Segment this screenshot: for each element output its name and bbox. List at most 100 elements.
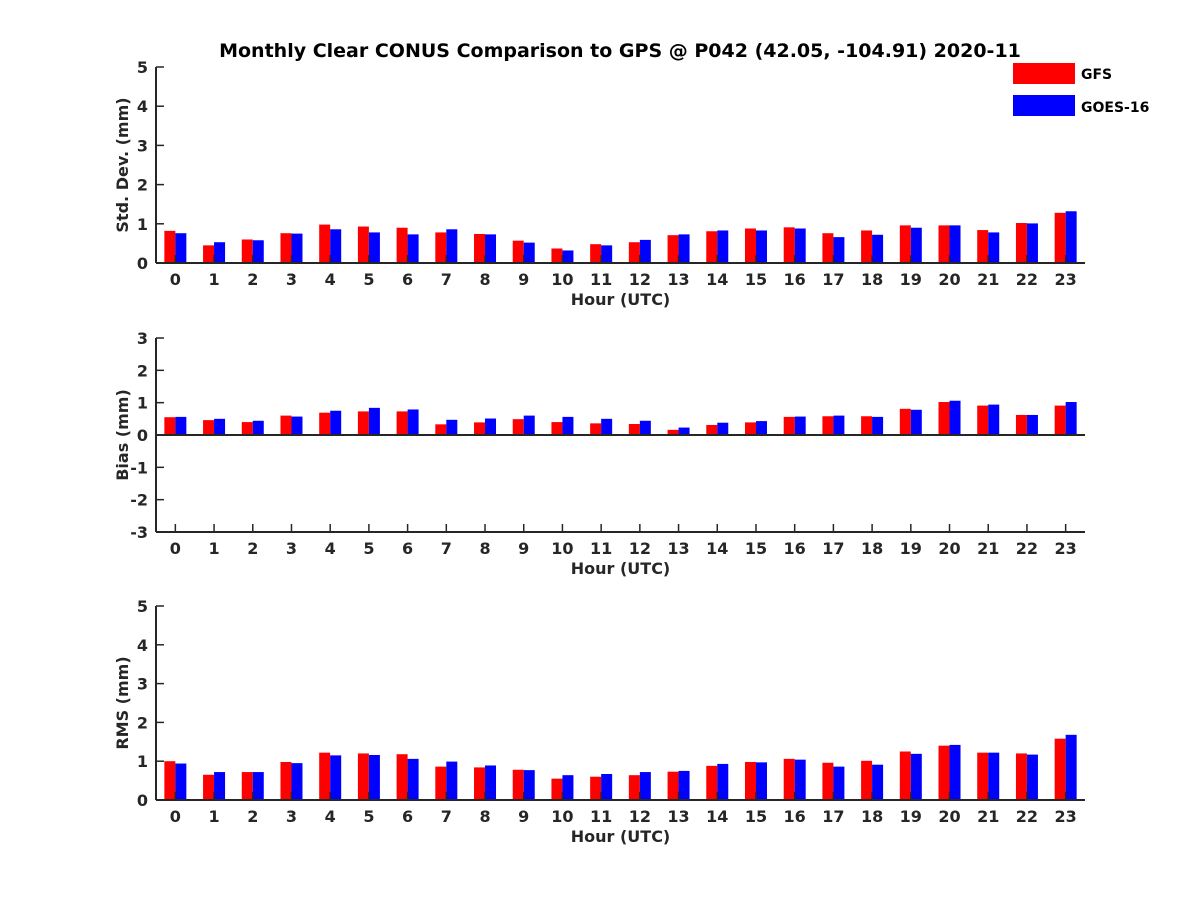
bar-gfs-hour-6 <box>396 227 408 263</box>
bar-goes16-hour-6 <box>407 758 419 800</box>
bar-goes16-hour-8 <box>485 234 497 263</box>
bar-gfs-hour-15 <box>744 761 756 800</box>
bar-goes16-hour-11 <box>601 418 613 435</box>
bar-goes16-hour-16 <box>794 416 806 435</box>
bar-goes16-hour-15 <box>755 230 767 263</box>
x-tick-label: 4 <box>325 539 336 558</box>
bar-gfs-hour-12 <box>628 775 640 800</box>
x-tick-label: 4 <box>325 807 336 826</box>
x-tick-label: 6 <box>402 539 413 558</box>
bar-goes16-hour-9 <box>523 770 535 800</box>
bar-goes16-hour-9 <box>523 242 535 263</box>
bar-gfs-hour-0 <box>164 230 176 263</box>
bar-goes16-hour-8 <box>485 765 497 800</box>
x-tick-label: 13 <box>667 807 689 826</box>
bar-gfs-hour-0 <box>164 417 176 435</box>
bar-gfs-hour-2 <box>241 772 253 800</box>
x-tick-label: 18 <box>861 539 883 558</box>
x-tick-label: 15 <box>745 270 767 289</box>
bar-gfs-hour-5 <box>357 411 369 435</box>
bar-goes16-hour-18 <box>872 234 884 263</box>
y-tick-label: 2 <box>137 361 148 380</box>
bar-gfs-hour-23 <box>1054 212 1066 263</box>
x-axis-label: Hour (UTC) <box>571 827 671 846</box>
x-tick-label: 22 <box>1016 270 1038 289</box>
bar-gfs-hour-9 <box>512 419 524 435</box>
y-tick-label: 0 <box>137 254 148 273</box>
bar-goes16-hour-21 <box>988 404 1000 435</box>
bar-goes16-hour-12 <box>639 420 651 435</box>
x-tick-label: 1 <box>208 539 219 558</box>
bar-goes16-hour-2 <box>252 240 264 263</box>
x-tick-label: 10 <box>551 270 573 289</box>
bar-goes16-hour-2 <box>252 420 264 435</box>
x-tick-label: 2 <box>247 539 258 558</box>
bar-gfs-hour-13 <box>667 429 679 435</box>
bar-gfs-hour-10 <box>551 778 563 800</box>
x-tick-label: 22 <box>1016 539 1038 558</box>
bar-gfs-hour-11 <box>590 423 602 435</box>
bar-goes16-hour-5 <box>368 232 380 263</box>
bar-gfs-hour-10 <box>551 422 563 435</box>
x-tick-label: 23 <box>1055 270 1077 289</box>
bar-gfs-hour-15 <box>744 228 756 263</box>
bar-goes16-hour-3 <box>291 763 303 800</box>
y-tick-label: 0 <box>137 426 148 445</box>
x-tick-label: 0 <box>170 539 181 558</box>
bar-goes16-hour-17 <box>833 237 845 263</box>
bar-goes16-hour-21 <box>988 752 1000 800</box>
y-axis-label: Bias (mm) <box>113 389 132 481</box>
bar-gfs-hour-18 <box>861 230 873 263</box>
bar-gfs-hour-7 <box>435 766 447 800</box>
bar-gfs-hour-13 <box>667 235 679 263</box>
bar-goes16-hour-4 <box>330 410 342 435</box>
bar-goes16-hour-5 <box>368 754 380 800</box>
bar-goes16-hour-15 <box>755 421 767 435</box>
bar-gfs-hour-7 <box>435 424 447 435</box>
x-tick-label: 13 <box>667 270 689 289</box>
y-tick-label: 4 <box>137 636 148 655</box>
x-tick-label: 12 <box>629 539 651 558</box>
x-tick-label: 21 <box>977 539 999 558</box>
bar-gfs-hour-17 <box>822 762 834 800</box>
x-tick-label: 6 <box>402 270 413 289</box>
x-tick-label: 7 <box>441 807 452 826</box>
bar-goes16-hour-16 <box>794 228 806 263</box>
x-tick-label: 18 <box>861 807 883 826</box>
x-tick-label: 13 <box>667 539 689 558</box>
y-tick-label: 3 <box>137 675 148 694</box>
bar-gfs-hour-21 <box>977 230 989 263</box>
bar-gfs-hour-21 <box>977 752 989 800</box>
bar-goes16-hour-2 <box>252 772 264 800</box>
bar-goes16-hour-7 <box>446 229 458 263</box>
y-tick-label: 3 <box>137 329 148 348</box>
legend-swatch-goes16 <box>1013 95 1075 116</box>
bar-gfs-hour-11 <box>590 244 602 263</box>
x-tick-label: 12 <box>629 270 651 289</box>
x-tick-label: 2 <box>247 270 258 289</box>
x-tick-label: 16 <box>784 539 806 558</box>
x-tick-label: 20 <box>938 539 960 558</box>
bar-gfs-hour-14 <box>706 765 718 800</box>
bar-goes16-hour-19 <box>910 753 922 800</box>
x-tick-label: 11 <box>590 807 612 826</box>
x-tick-label: 4 <box>325 270 336 289</box>
bar-gfs-hour-2 <box>241 422 253 435</box>
bar-gfs-hour-4 <box>319 752 331 800</box>
bar-goes16-hour-4 <box>330 229 342 263</box>
x-tick-label: 11 <box>590 270 612 289</box>
bar-goes16-hour-5 <box>368 407 380 435</box>
bar-gfs-hour-5 <box>357 753 369 800</box>
bar-goes16-hour-1 <box>214 418 226 435</box>
bar-gfs-hour-8 <box>474 767 486 800</box>
bar-goes16-hour-18 <box>872 416 884 435</box>
y-tick-label: 1 <box>137 394 148 413</box>
bar-gfs-hour-18 <box>861 760 873 800</box>
bar-goes16-hour-22 <box>1026 223 1038 263</box>
bar-gfs-hour-6 <box>396 411 408 435</box>
y-tick-label: 1 <box>137 752 148 771</box>
